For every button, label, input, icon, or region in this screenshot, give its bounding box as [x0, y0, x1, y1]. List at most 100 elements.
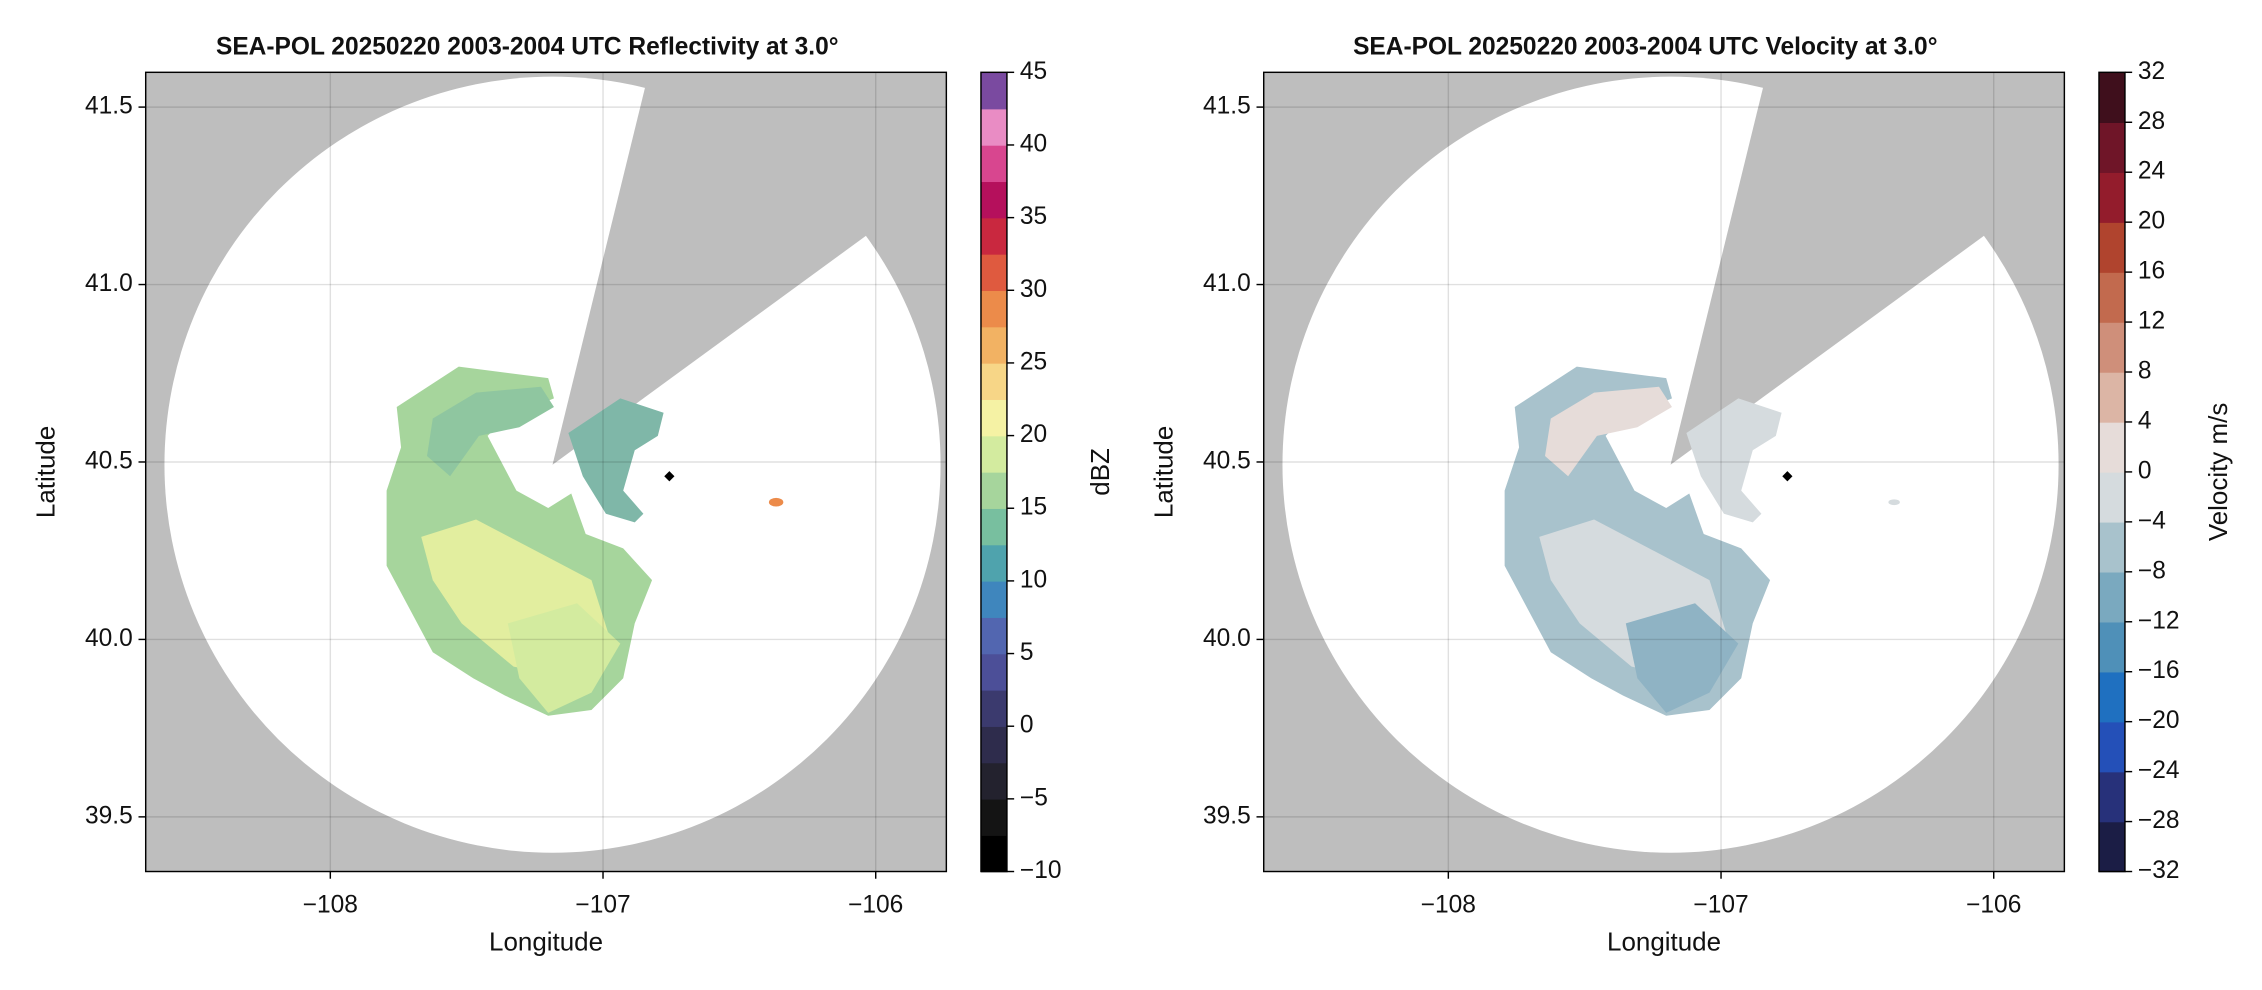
colorbar-bin: [980, 399, 1007, 437]
colorbar-bin: [980, 362, 1007, 400]
colorbar-bin: [2098, 222, 2125, 273]
plot-area: [1263, 72, 2065, 872]
colorbar-tick-label: 12: [2138, 308, 2165, 335]
colorbar-bin: [980, 798, 1007, 836]
colorbar-bin: [980, 471, 1007, 509]
colorbar-tick-label: 28: [2138, 108, 2165, 135]
colorbar-bin: [2098, 272, 2125, 323]
colorbar-bin: [980, 326, 1007, 364]
colorbar-bin: [980, 726, 1007, 764]
x-axis-label: Longitude: [1607, 927, 1721, 957]
colorbar-tick-label: −8: [2138, 557, 2166, 584]
blocked-sector: [552, 72, 947, 465]
colorbar-tick-label: −24: [2138, 757, 2180, 784]
colorbar-bin: [2098, 122, 2125, 173]
echo: [768, 497, 784, 507]
colorbar-tick-label: −16: [2138, 657, 2180, 684]
x-tick-label: −108: [303, 892, 358, 919]
colorbar-bin: [2098, 471, 2125, 523]
colorbar-bin: [980, 72, 1007, 110]
colorbar-bin: [2098, 721, 2125, 773]
colorbar-tick-label: 0: [2138, 457, 2152, 484]
colorbar-tick-label: −28: [2138, 807, 2180, 834]
colorbar-tick-label: 5: [1020, 639, 1034, 666]
colorbar-frame: [980, 71, 1008, 873]
plot-area: [145, 72, 947, 872]
colorbar-bin: [2098, 621, 2125, 673]
y-axis-label: Latitude: [1148, 426, 1178, 518]
colorbar-bin: [980, 544, 1007, 582]
colorbar-bin: [2098, 671, 2125, 723]
colorbar-tick-label: 20: [1020, 421, 1047, 448]
colorbar-tick-label: 24: [2138, 158, 2165, 185]
y-tick-label: 40.0: [1203, 625, 1251, 652]
x-tick-label: −106: [848, 892, 903, 919]
colorbar-tick-label: 35: [1020, 203, 1047, 230]
colorbar-bin: [980, 580, 1007, 618]
colorbar-bin: [2098, 322, 2125, 373]
y-tick-label: 40.0: [85, 625, 133, 652]
x-tick-label: −106: [1966, 892, 2021, 919]
y-tick-label: 40.5: [85, 447, 133, 474]
colorbar-tick-label: 25: [1020, 348, 1047, 375]
x-axis-label: Longitude: [489, 927, 603, 957]
colorbar-bin: [980, 508, 1007, 546]
colorbar-tick-label: 32: [2138, 58, 2165, 85]
colorbar-tick-label: 20: [2138, 208, 2165, 235]
y-tick-label: 39.5: [1203, 802, 1251, 829]
colorbar-bin: [980, 435, 1007, 473]
x-tick-label: −107: [1693, 892, 1748, 919]
colorbar-bin: [980, 835, 1007, 873]
y-tick-label: 41.0: [85, 270, 133, 297]
colorbar-bin: [980, 290, 1007, 328]
colorbar-tick-label: 45: [1020, 58, 1047, 85]
colorbar-tick-label: 0: [1020, 712, 1034, 739]
colorbar-bin: [2098, 72, 2125, 123]
colorbar-bin: [2098, 372, 2125, 423]
colorbar-tick-label: 15: [1020, 494, 1047, 521]
colorbar-bin: [2098, 821, 2125, 873]
blocked-sector: [1670, 72, 2065, 465]
colorbar-bin: [980, 253, 1007, 292]
colorbar-tick-label: −32: [2138, 857, 2180, 884]
radar-echoes: [386, 366, 784, 716]
colorbar-bin: [2098, 421, 2125, 473]
colorbar-label: Velocity m/s: [2203, 403, 2233, 541]
colorbar-tick-label: −5: [1020, 784, 1048, 811]
colorbar-label: dBZ: [1085, 448, 1115, 496]
x-tick-label: −107: [575, 892, 630, 919]
colorbar-tick-label: −12: [2138, 607, 2180, 634]
colorbar-tick-label: 4: [2138, 407, 2152, 434]
plot-frame: [144, 71, 948, 873]
colorbar-bin: [980, 217, 1007, 255]
echo: [1888, 499, 1900, 506]
colorbar-bin: [2098, 571, 2125, 623]
colorbar-bin: [2098, 521, 2125, 573]
y-tick-label: 41.5: [1203, 93, 1251, 120]
colorbar-bin: [980, 689, 1007, 727]
y-tick-label: 41.5: [85, 93, 133, 120]
y-tick-label: 39.5: [85, 802, 133, 829]
colorbar-tick-label: 30: [1020, 276, 1047, 303]
colorbar-bin: [980, 108, 1007, 146]
y-tick-label: 40.5: [1203, 447, 1251, 474]
colorbar-bin: [980, 181, 1007, 219]
colorbar-bin: [980, 762, 1007, 800]
colorbar-bin: [2098, 172, 2125, 223]
chart-title: SEA-POL 20250220 2003-2004 UTC Reflectiv…: [216, 33, 839, 60]
colorbar-bin: [980, 617, 1007, 655]
colorbar-tick-label: 40: [1020, 130, 1047, 157]
chart-title: SEA-POL 20250220 2003-2004 UTC Velocity …: [1353, 33, 1937, 60]
colorbar-tick-label: 8: [2138, 358, 2152, 385]
plot-frame: [1262, 71, 2066, 873]
y-axis-label: Latitude: [30, 426, 60, 518]
radar-site-marker: [664, 471, 675, 482]
colorbar-bin: [980, 653, 1007, 691]
y-tick-label: 41.0: [1203, 270, 1251, 297]
colorbar-tick-label: 16: [2138, 258, 2165, 285]
colorbar-bin: [980, 144, 1007, 183]
colorbar-tick-label: 10: [1020, 566, 1047, 593]
colorbar-tick-label: −20: [2138, 707, 2180, 734]
